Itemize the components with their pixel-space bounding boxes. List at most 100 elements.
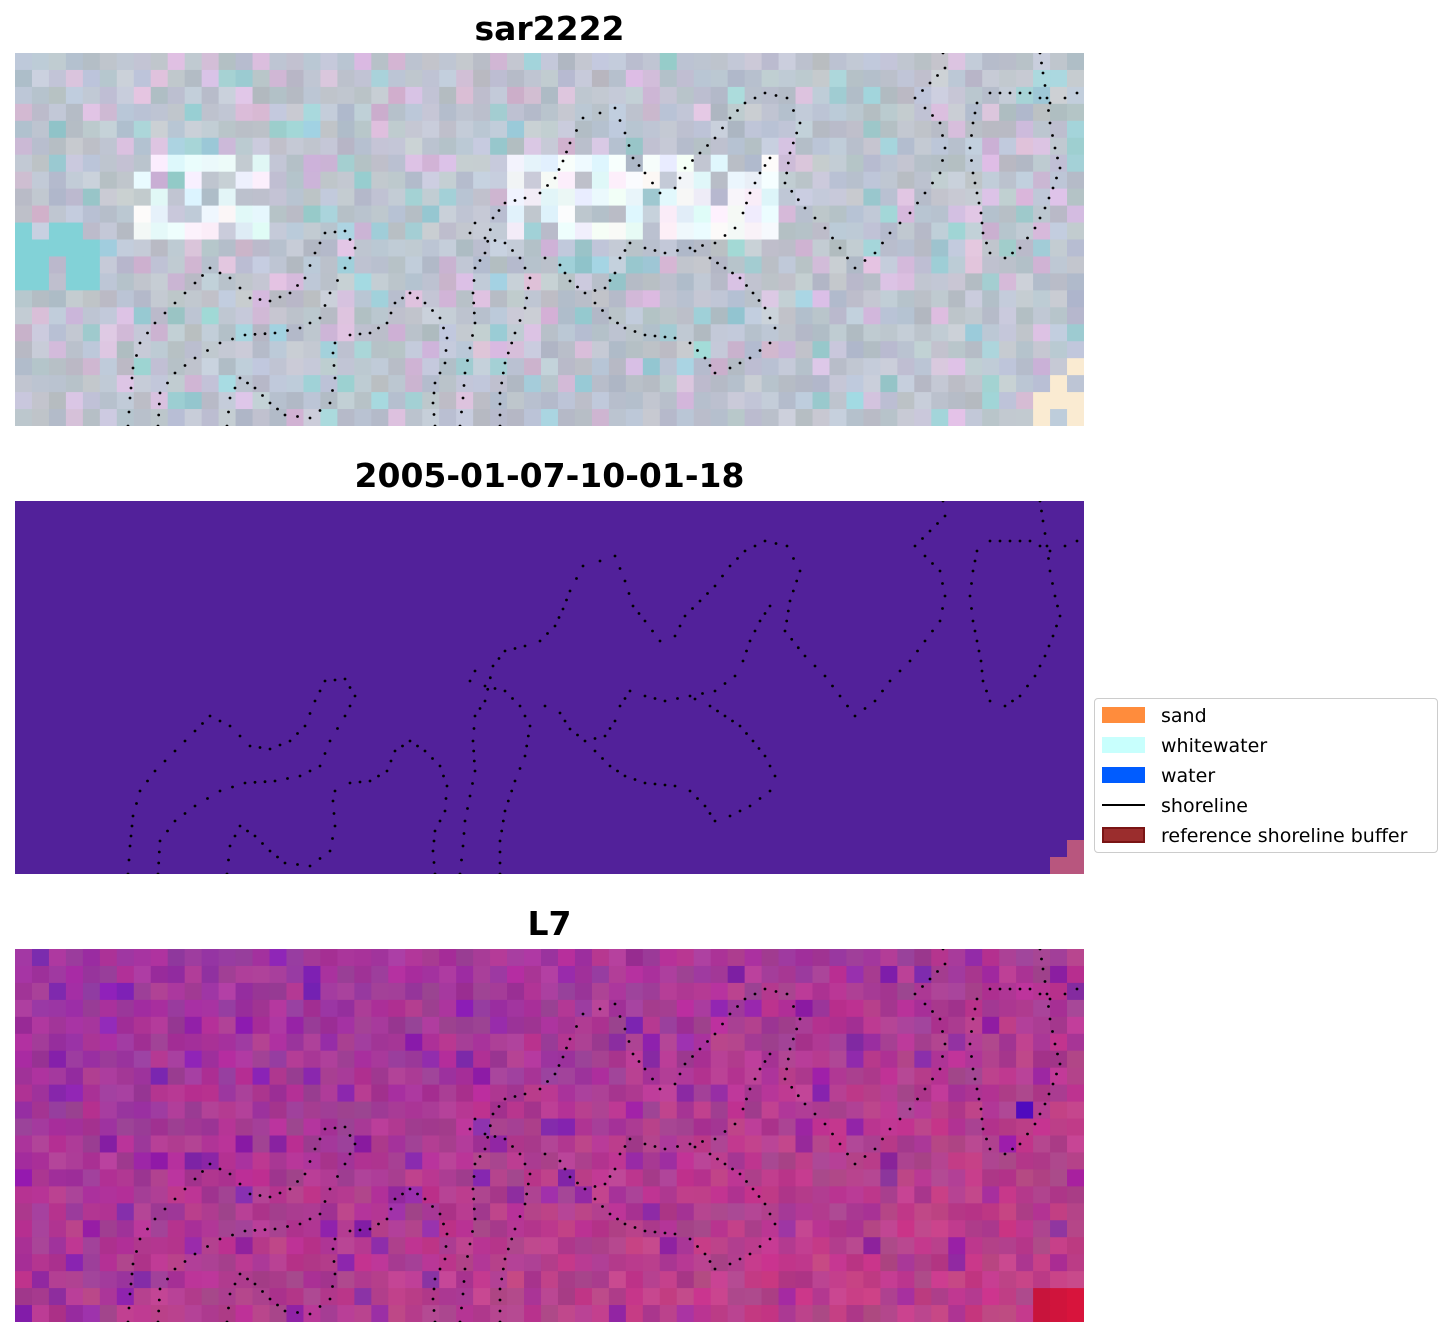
l7-pixel	[286, 982, 305, 1001]
sar-pixel	[116, 409, 135, 426]
sar-pixel	[574, 290, 593, 308]
l7-pixel	[235, 1169, 254, 1187]
shoreline-dot	[676, 1145, 679, 1148]
sar-pixel	[337, 171, 355, 190]
l7-pixel	[846, 1288, 865, 1306]
sar-pixel	[65, 86, 84, 105]
sar-pixel	[591, 256, 610, 274]
sar-pixel	[252, 154, 271, 173]
sar-pixel	[269, 171, 288, 190]
l7-pixel	[812, 1152, 831, 1170]
shoreline-dot	[510, 789, 514, 793]
sar-pixel	[65, 222, 84, 241]
shoreline-dot	[131, 1262, 135, 1266]
shoreline-dot	[468, 1242, 472, 1246]
sar-pixel	[812, 307, 831, 325]
sar-pixel	[490, 205, 508, 224]
l7-pixel	[591, 965, 610, 984]
l7-pixel	[795, 1220, 814, 1238]
shoreline-dot	[713, 819, 717, 823]
l7-pixel	[1016, 1016, 1034, 1035]
sar-pixel	[439, 137, 457, 156]
shoreline-dot	[498, 402, 502, 406]
l7-pixel	[676, 1203, 695, 1221]
l7-pixel	[676, 1135, 695, 1154]
l7-pixel	[1050, 1271, 1068, 1289]
shoreline-dot	[1038, 96, 1042, 100]
l7-pixel	[812, 1305, 831, 1322]
l7-pixel	[133, 1118, 152, 1137]
sar-pixel	[744, 171, 763, 190]
l7-pixel	[388, 1305, 406, 1322]
sar-pixel	[778, 86, 797, 105]
l7-pixel	[744, 1169, 763, 1187]
sar-pixel	[642, 103, 661, 122]
shoreline-dot	[243, 333, 247, 337]
sar-pixel	[99, 86, 118, 105]
shoreline-dot	[433, 829, 437, 833]
shoreline-dot	[231, 1233, 234, 1237]
l7-pixel	[524, 1288, 542, 1306]
l7-pixel	[150, 1288, 169, 1306]
l7-pixel	[286, 1084, 305, 1103]
l7-pixel	[642, 1084, 661, 1103]
sar-pixel	[15, 171, 33, 190]
l7-pixel	[625, 1135, 644, 1154]
l7-pixel	[235, 1271, 254, 1289]
sar-pixel	[931, 341, 949, 359]
sar-pixel	[557, 86, 576, 105]
shoreline-dot	[979, 1107, 983, 1111]
shoreline-dot	[768, 604, 772, 608]
shoreline-dot	[753, 96, 757, 100]
l7-pixel	[422, 1135, 440, 1154]
shoreline-dot	[748, 639, 752, 643]
shoreline-dot	[643, 171, 647, 175]
l7-pixel	[422, 1067, 440, 1086]
sar-pixel	[48, 290, 67, 308]
sar-pixel	[31, 341, 50, 359]
sar-pixel	[473, 341, 491, 359]
l7-pixel	[201, 1016, 220, 1035]
sar-pixel	[371, 290, 389, 308]
shoreline-dot	[979, 659, 983, 663]
l7-pixel	[948, 949, 966, 967]
shoreline-dot	[377, 326, 380, 330]
shoreline-dot	[438, 1212, 442, 1216]
shoreline-dot	[497, 657, 501, 660]
l7-pixel	[625, 1186, 644, 1204]
l7-pixel	[507, 1186, 525, 1204]
l7-pixel	[524, 1135, 542, 1154]
l7-pixel	[150, 1118, 169, 1137]
shoreline-dot	[486, 1135, 490, 1139]
shoreline-dot	[377, 774, 380, 778]
l7-pixel	[490, 999, 508, 1018]
sar-pixel	[65, 69, 84, 88]
l7-pixel	[591, 1067, 610, 1086]
l7-pixel	[761, 1135, 780, 1154]
l7-pixel	[744, 1135, 763, 1154]
l7-pixel	[676, 1220, 695, 1238]
shoreline-dot	[323, 1127, 327, 1131]
shoreline-dot	[518, 1152, 522, 1156]
l7-pixel	[405, 1254, 423, 1272]
l7-pixel	[286, 1305, 305, 1322]
shoreline-dot	[618, 119, 622, 122]
l7-pixel	[982, 1152, 1000, 1170]
l7-pixel	[303, 1169, 322, 1187]
l7-pixel	[388, 1271, 406, 1289]
shoreline-dot	[1018, 246, 1022, 250]
shoreline-dot	[558, 1159, 562, 1163]
sar-pixel	[846, 120, 865, 139]
l7-pixel	[574, 1169, 593, 1187]
sar-pixel	[405, 273, 423, 291]
shoreline-dot	[751, 291, 755, 295]
shoreline-dot	[253, 386, 257, 390]
l7-pixel	[490, 1067, 508, 1086]
class-corner-pixel	[1050, 857, 1068, 874]
sar-pixel	[965, 120, 983, 139]
shoreline-dot	[565, 598, 568, 602]
sar-pixel	[982, 392, 1000, 410]
sar-pixel	[269, 256, 288, 274]
sar-pixel	[439, 307, 457, 325]
sar-pixel	[201, 341, 220, 359]
